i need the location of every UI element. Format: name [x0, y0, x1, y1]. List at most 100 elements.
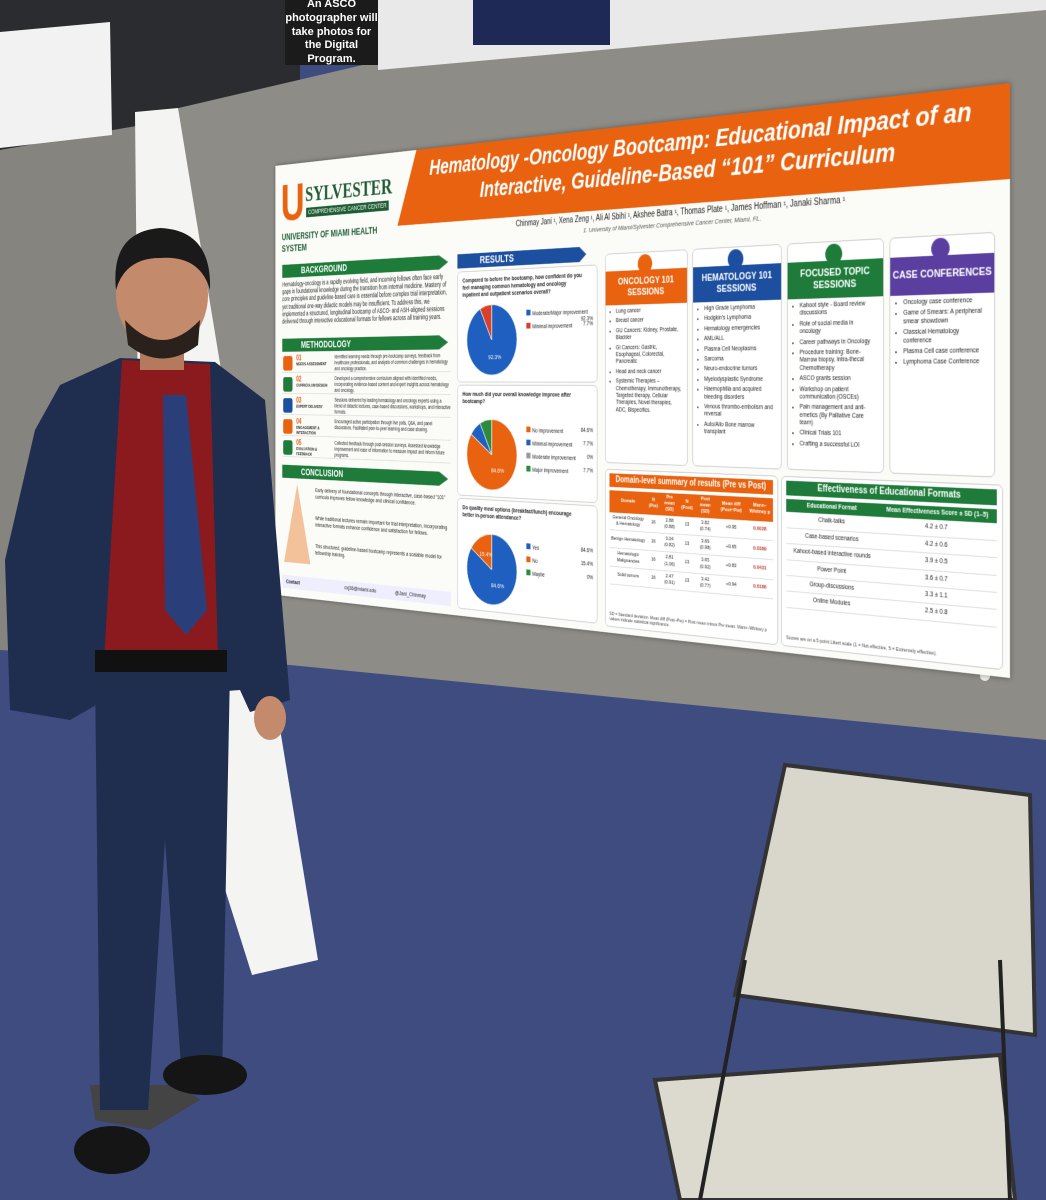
- pyramid: [284, 483, 311, 565]
- survey-card: Compared to before the bootcamp, how con…: [457, 264, 598, 383]
- session-title: FOCUSED TOPIC SESSIONS: [787, 258, 884, 300]
- session-list: Lung cancerBreast cancerGU Cancers: Kidn…: [606, 306, 682, 417]
- session-item: Classical Hematology conference: [903, 328, 987, 346]
- domain-table: Domain N (Pre) Pre mean (SD) N (Post) Post m…: [609, 490, 773, 599]
- legend-name: Moderate/Major improvement: [532, 309, 588, 317]
- contact-email: cxj36@miami.edu: [344, 583, 377, 595]
- legend-entry: Moderate improvement 0%: [526, 452, 594, 464]
- conclusion-point: This structured, guideline-based bootcam…: [315, 542, 442, 561]
- slice-label: 15.4%: [479, 549, 492, 558]
- legend-name: Minimal improvement: [532, 323, 573, 331]
- table-cell: 2.47 (0.91): [659, 570, 680, 591]
- step-icon: [283, 440, 293, 455]
- session-item: Pain management and anti-emetics (By Pal…: [800, 404, 877, 429]
- conclusion-point: Early delivery of foundational concepts …: [315, 486, 446, 507]
- method-step: 04 ENGAGEMENT & INTERACTION Encouraged act…: [282, 417, 451, 441]
- session-item: Neuro-endocrine tumors: [704, 366, 775, 374]
- session-item: Lung cancer: [616, 306, 682, 315]
- legend-name: No: [532, 558, 538, 565]
- legend-name: Moderate improvement: [532, 454, 576, 462]
- table-cell: Solid tumors: [609, 565, 647, 588]
- method-step: 05 EVALUATION & FEEDBACK Collected feedbac…: [282, 438, 451, 464]
- session-card: HEMATOLOGY 101 SESSIONSHigh Grade Lympho…: [692, 243, 782, 470]
- legend-value: 84.6%: [580, 547, 594, 555]
- table-cell: +0.94: [715, 574, 747, 597]
- legend-name: Major improvement: [532, 467, 569, 475]
- session-item: Procedure training: Bone-Marrow biopsy, …: [800, 349, 877, 373]
- legend-value: 0%: [586, 454, 594, 461]
- table-cell: 0.0186: [746, 577, 773, 599]
- session-item: Auto/Allo Bone marrow transplant: [704, 421, 775, 438]
- legend-swatch: [526, 309, 531, 316]
- logo-mark: U: [280, 172, 305, 232]
- session-title: ONCOLOGY 101 SESSIONS: [605, 267, 687, 306]
- legend-entry: No improvement 84.6%: [526, 426, 593, 437]
- session-item: Sarcoma: [704, 355, 775, 363]
- table-note: SD = Standard deviation. Mean diff (Post…: [609, 611, 767, 634]
- table-cell: 0.0431: [746, 558, 773, 580]
- session-item: Clinical Trials 101: [800, 430, 877, 440]
- legend-entry: Yes 84.6%: [526, 543, 593, 557]
- background-text: Hematology-oncology is a rapidly evolvin…: [282, 272, 447, 325]
- table-cell: +0.95: [715, 518, 747, 539]
- table-cell: 13: [679, 516, 695, 536]
- step-label: ENGAGEMENT & INTERACTION: [296, 425, 320, 437]
- surveys: Compared to before the bootcamp, how con…: [275, 83, 1010, 624]
- contact-label: Contact: [285, 577, 300, 586]
- slice-label: 84.6%: [491, 582, 504, 591]
- table-note: Scores are on a 5-point Likert scale (1 …: [786, 635, 937, 658]
- legend-swatch: [526, 322, 531, 329]
- column-header: Mean diff (Post−Pre): [715, 495, 747, 521]
- step-text: Encouraged active participation through …: [334, 419, 433, 433]
- table-cell: +0.83: [715, 555, 747, 578]
- session-title: CASE CONFERENCES: [890, 252, 995, 296]
- session-item: Breast cancer: [616, 316, 682, 325]
- session-item: Game of Smears: A peripheral smear showd…: [903, 308, 987, 326]
- session-item: Oncology case conference: [903, 297, 987, 308]
- session-item: Plasma Cell case conference: [903, 347, 987, 356]
- legend-value: 15.4%: [580, 560, 594, 568]
- session-item: Plasma Cell Neoplasms: [704, 345, 775, 353]
- column-header: N (Post): [679, 493, 695, 517]
- legend-entry: Major improvement 7.7%: [526, 465, 593, 477]
- banner-sign: [473, 0, 610, 45]
- pie-chart: 92.3%: [464, 299, 521, 380]
- session-list: High Grade LymphomaHodgkin's LymphomaHem…: [693, 303, 775, 440]
- conclusion-point: While traditional lectures remain import…: [315, 514, 448, 537]
- step-icon: [283, 398, 293, 413]
- session-item: Workshop on patient communication (OSCEs…: [800, 386, 877, 402]
- step-text: Identified learning needs through pre-bo…: [334, 353, 448, 372]
- pyramid-shape: [284, 483, 311, 565]
- legend-swatch: [526, 543, 531, 550]
- logo: U SYLVESTER COMPREHENSIVE CANCER CENTER …: [280, 166, 399, 254]
- session-item: GI Cancers: Gastric, Esophageal, Colorec…: [616, 344, 682, 366]
- step-label: EXPERT DELIVERY: [296, 404, 323, 410]
- session-item: Crafting a successful LOI: [800, 441, 877, 451]
- legend-entry: Minimal improvement 7.7%: [526, 321, 593, 331]
- table-cell: 3.69 (0.98): [694, 535, 716, 556]
- legend-name: No improvement: [532, 428, 564, 435]
- pie-chart: 84.6% 15.4%: [464, 527, 521, 612]
- legend-entry: Minimal improvement 7.7%: [526, 439, 593, 451]
- pie-slice: [467, 304, 517, 376]
- session-item: Haemophilia and acquired bleeding disord…: [704, 386, 775, 401]
- survey-question: Compared to before the bootcamp, how con…: [462, 271, 583, 299]
- method-step: 01 NEEDS ASSESSMENT Identified learning ne…: [282, 352, 451, 373]
- formats-card: Effectiveness of Educational Formats Edu…: [781, 475, 1003, 671]
- pie-chart: 84.6%: [464, 414, 521, 496]
- table-cell: 13: [679, 552, 695, 573]
- legend-value: 0%: [586, 574, 594, 582]
- session-item: Kahoot style - Board review discussions: [800, 300, 877, 318]
- table-cell: 16: [646, 532, 660, 552]
- step-label: CURRICULUM DESIGN: [296, 383, 328, 389]
- photo-sign: An ASCO photographer will take photos fo…: [285, 0, 378, 66]
- session-item: Lymphoma Case Conference: [903, 359, 987, 368]
- survey-card: How much did your overall knowledge impr…: [457, 384, 598, 504]
- formats-table: Educational Format Mean Effectiveness Sco…: [786, 498, 997, 628]
- session-item: High Grade Lymphoma: [704, 303, 775, 313]
- legend-name: Yes: [532, 545, 540, 552]
- step-icon: [283, 377, 293, 392]
- session-item: Myelodysplastic Syndrome: [704, 376, 775, 384]
